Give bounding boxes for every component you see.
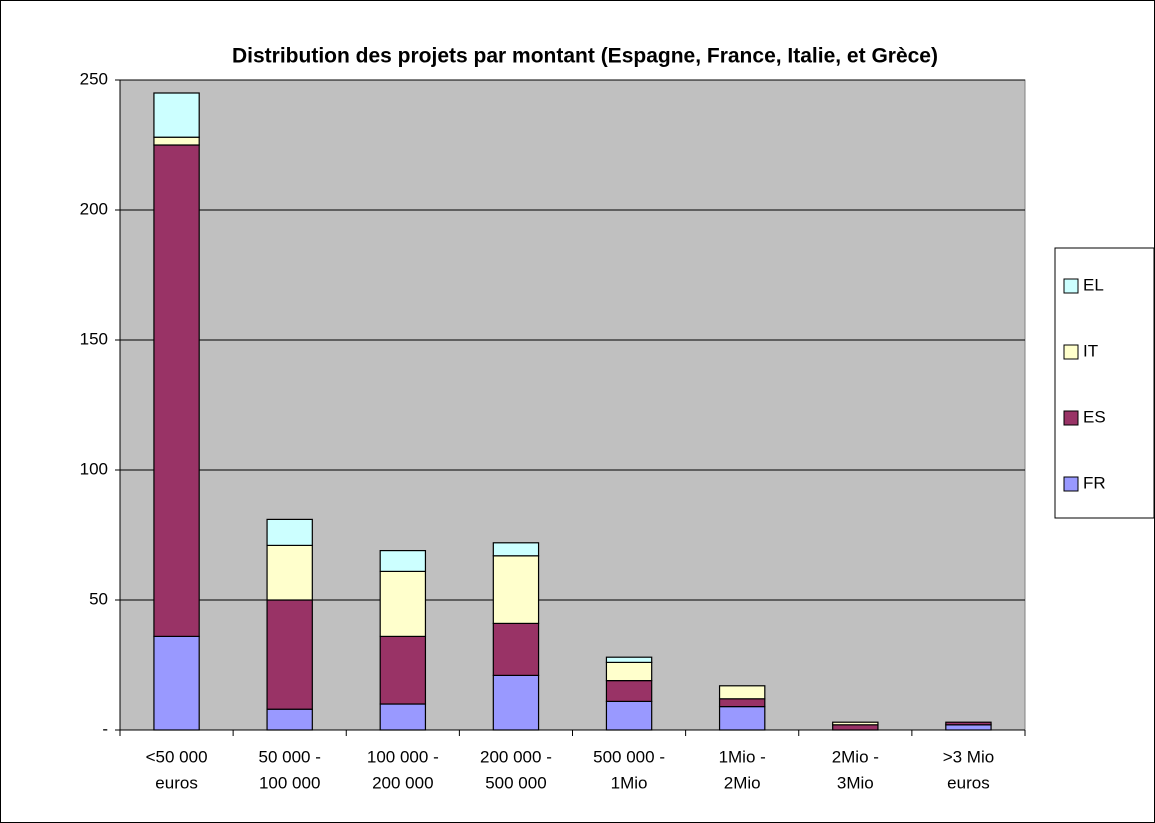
x-tick-label: 2Mio	[724, 773, 761, 792]
bar-segment	[945, 721, 992, 726]
legend-swatch	[1063, 410, 1079, 426]
bar-segment	[153, 92, 200, 138]
bar-segment	[832, 724, 879, 731]
x-tick-label: >3 Mio	[943, 747, 995, 766]
x-tick-label: 1Mio -	[719, 747, 766, 766]
y-tick-label: 200	[80, 199, 108, 218]
x-tick-label: euros	[155, 773, 198, 792]
x-tick-label: 100 000 -	[367, 747, 439, 766]
legend-swatch	[1063, 476, 1079, 492]
chart-title: Distribution des projets par montant (Es…	[232, 45, 938, 68]
x-tick-label: 50 000 -	[258, 747, 320, 766]
bar-segment	[832, 721, 879, 726]
x-tick-label: 500 000 -	[593, 747, 665, 766]
bar-segment	[718, 685, 766, 700]
legend-label: FR	[1083, 473, 1106, 492]
bar-segment	[605, 661, 653, 682]
bar-segment	[492, 555, 540, 624]
legend-swatch	[1063, 344, 1079, 360]
bar-segment	[153, 144, 200, 637]
bar-segment	[718, 698, 766, 708]
x-tick-label: euros	[947, 773, 990, 792]
y-tick-label: -	[102, 719, 108, 738]
bar-segment	[379, 635, 427, 705]
bar-segment	[605, 656, 653, 664]
y-tick-label: 250	[80, 69, 108, 88]
x-tick-label: 3Mio	[837, 773, 874, 792]
plot-area	[119, 79, 1026, 731]
bar-segment	[492, 542, 540, 557]
legend-label: EL	[1083, 275, 1104, 294]
bar-segment	[605, 700, 653, 731]
bar-segment	[266, 544, 313, 601]
legend-label: IT	[1083, 341, 1098, 360]
bar-segment	[153, 635, 200, 731]
x-tick-label: 100 000	[259, 773, 320, 792]
bar-segment	[266, 708, 313, 731]
y-tick-label: 150	[80, 329, 108, 348]
bar-segment	[492, 622, 540, 677]
x-tick-label: 200 000 -	[480, 747, 552, 766]
bar-segment	[266, 518, 313, 547]
x-tick-label: 200 000	[372, 773, 433, 792]
x-tick-label: <50 000	[146, 747, 208, 766]
bar-segment	[492, 674, 540, 731]
bar-segment	[379, 549, 427, 572]
legend-label: ES	[1083, 407, 1106, 426]
bar-segment	[379, 703, 427, 731]
x-tick-label: 500 000	[485, 773, 546, 792]
bar-segment	[379, 570, 427, 638]
x-tick-label: 1Mio	[611, 773, 648, 792]
bar-segment	[605, 679, 653, 702]
bar-segment	[945, 724, 992, 731]
y-tick-label: 100	[80, 459, 108, 478]
y-tick-label: 50	[89, 589, 108, 608]
bar-segment	[153, 136, 200, 146]
x-tick-label: 2Mio -	[832, 747, 879, 766]
bar-segment	[718, 705, 766, 731]
legend-swatch	[1063, 278, 1079, 294]
bar-segment	[266, 599, 313, 710]
